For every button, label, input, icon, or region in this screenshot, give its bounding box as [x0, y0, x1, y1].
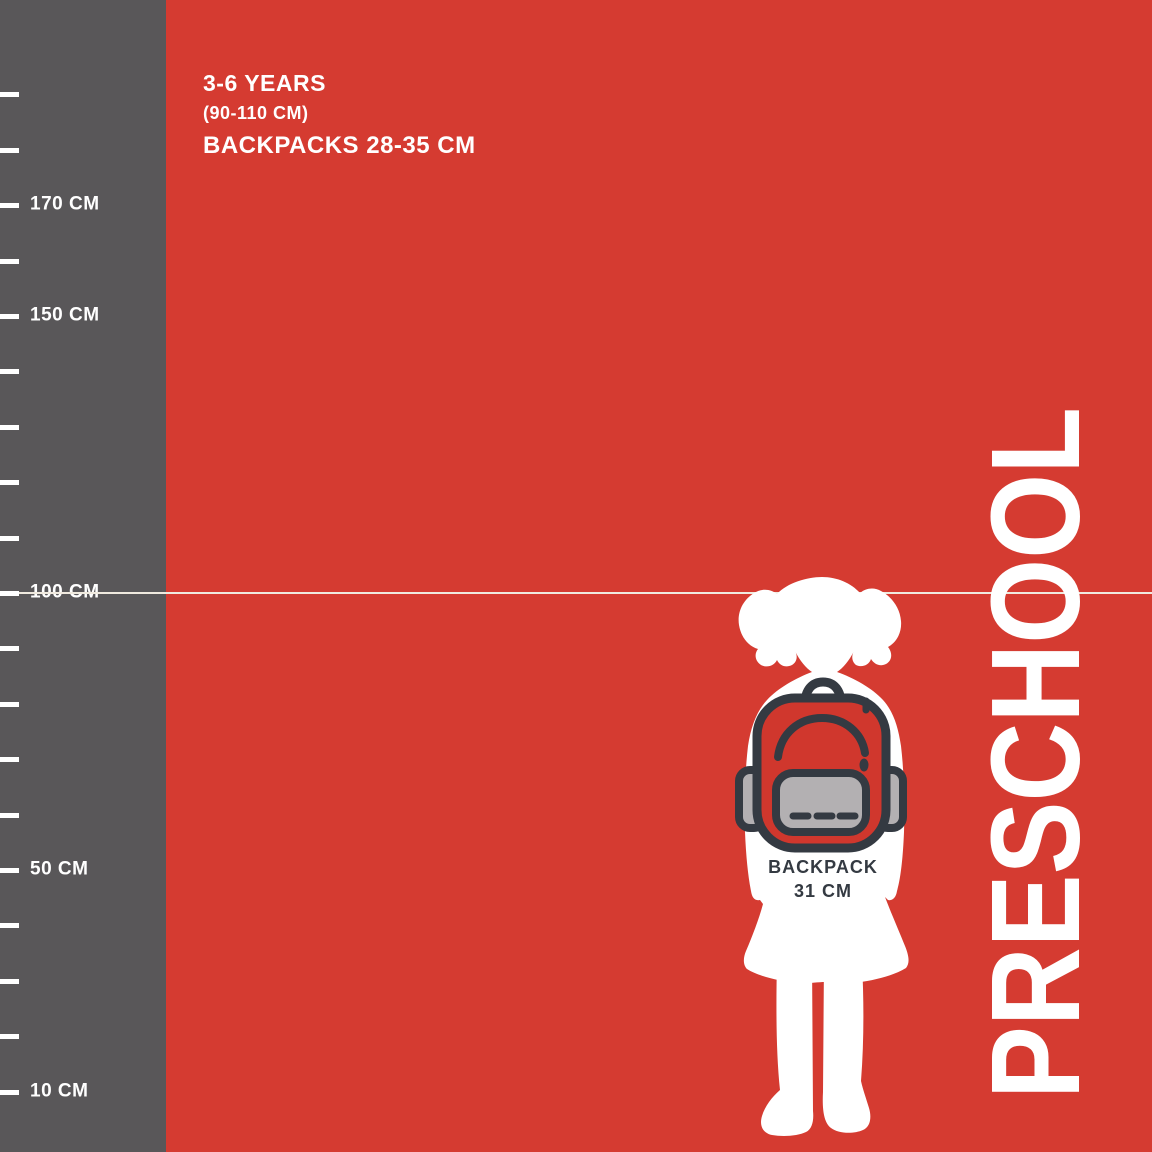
ruler-tick-20cm [0, 1034, 19, 1039]
ruler-tick-30cm [0, 979, 19, 984]
backpack-stitch-line [774, 713, 869, 761]
backpack-range-label: BACKPACKS 28-35 CM [203, 132, 476, 159]
ruler-tick-70cm [0, 757, 19, 762]
ruler-tick-40cm [0, 923, 19, 928]
header-info: 3-6 YEARS (90-110 CM) BACKPACKS 28-35 CM [203, 72, 476, 158]
backpack-front-pocket [772, 769, 870, 836]
ruler-tick-120cm [0, 480, 19, 485]
ruler-tick-label-10cm: 10 CM [30, 1080, 89, 1102]
backpack-icon: BACKPACK 31 CM [735, 677, 907, 901]
ruler-tick-100cm [0, 591, 19, 596]
ruler-tick-140cm [0, 369, 19, 374]
backpack-handle [800, 677, 846, 709]
ruler-tick-90cm [0, 646, 19, 651]
girl-right-leg [822, 958, 871, 1133]
height-range-label: (90-110 CM) [203, 103, 309, 123]
height-ruler: 170 CM 150 CM 100 CM 50 CM 10 CM [0, 0, 166, 1152]
category-title: PRESCHOOL [965, 407, 1106, 1099]
ruler-tick-10cm [0, 1090, 19, 1095]
ruler-tick-60cm [0, 813, 19, 818]
ruler-tick-110cm [0, 536, 19, 541]
ruler-tick-label-50cm: 50 CM [30, 858, 89, 880]
ruler-tick-50cm [0, 868, 19, 873]
reference-line-100cm [19, 592, 1152, 594]
ruler-tick-180cm [0, 148, 19, 153]
ruler-tick-label-150cm: 150 CM [30, 304, 100, 326]
ruler-tick-190cm [0, 92, 19, 97]
backpack-size-label: 31 CM [794, 881, 852, 901]
ruler-tick-130cm [0, 425, 19, 430]
ruler-tick-170cm [0, 203, 19, 208]
age-range-label: 3-6 YEARS [203, 70, 326, 96]
ruler-tick-150cm [0, 314, 19, 319]
ruler-tick-160cm [0, 259, 19, 264]
girl-left-leg [761, 958, 814, 1136]
backpack-zipper-pull [859, 758, 869, 772]
ruler-tick-label-170cm: 170 CM [30, 193, 100, 215]
ruler-tick-80cm [0, 702, 19, 707]
backpack-label: BACKPACK [768, 857, 878, 877]
